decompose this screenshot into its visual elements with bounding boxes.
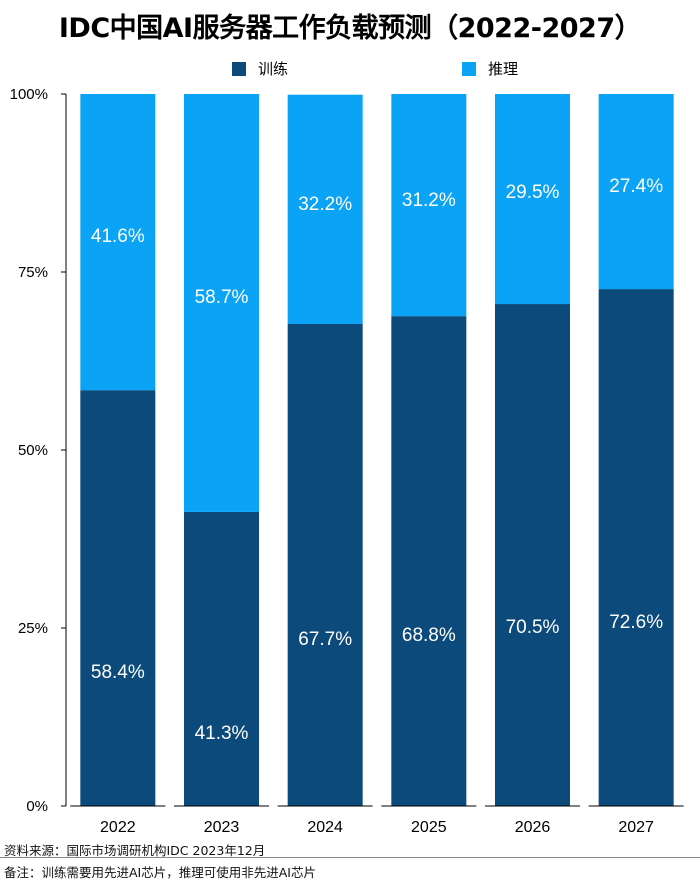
data-label-inference: 41.6% [91,226,145,247]
data-label-training: 68.8% [402,625,456,646]
bar-training-2022 [80,390,156,806]
bar-training-2024 [287,323,363,806]
remark-note: 备注：训练需要用先进AI芯片，推理可使用非先进AI芯片 [4,865,316,880]
stacked-bar-chart: 0% 25% 50% 75% 100% 2022 2023 2024 2025 2026 2027 5… [10,86,684,836]
bar-inference-2022 [80,94,156,391]
footnote-divider [0,857,700,858]
y-tick-label: 50% [18,442,48,459]
data-label-inference: 32.2% [298,194,352,215]
legend-swatch-inference [462,61,476,76]
bar-inference-2023 [184,94,259,512]
source-note: 资料来源：国际市场调研机构IDC 2023年12月 [4,843,266,858]
bar-training-2026 [495,304,570,806]
bar-inference-2024 [287,94,363,324]
data-label-inference: 29.5% [506,182,560,203]
x-tick-label: 2024 [307,819,343,836]
x-tick-label: 2025 [411,819,447,836]
bar-training-2023 [184,511,259,806]
data-label-training: 72.6% [609,612,663,633]
x-tick-label: 2027 [618,819,654,836]
y-tick-label: 25% [18,620,48,637]
legend: 训练 推理 [0,58,700,82]
bar-inference-2026 [495,94,570,305]
bar-training-2027 [598,289,674,806]
legend-swatch-training [232,61,246,76]
data-label-inference: 58.7% [195,287,249,308]
data-label-inference: 27.4% [609,176,663,197]
legend-item-inference: 推理 [462,58,518,79]
bar-training-2025 [391,316,467,806]
legend-label-training: 训练 [258,60,289,78]
x-tick-label: 2026 [515,819,551,836]
x-tick-label: 2022 [100,819,136,836]
x-tick-label: 2023 [204,819,240,836]
data-label-training: 41.3% [195,723,249,744]
data-label-training: 70.5% [506,617,560,638]
data-label-inference: 31.2% [402,190,456,211]
chart-title: IDC中国AI服务器工作负载预测（2022-2027） [58,13,642,44]
legend-label-inference: 推理 [488,60,519,78]
bar-inference-2025 [391,94,467,317]
y-tick-label: 100% [10,86,48,103]
bar-inference-2027 [598,94,674,290]
y-tick-label: 0% [26,798,48,815]
y-tick-label: 75% [18,264,48,281]
data-label-training: 67.7% [298,629,352,650]
data-label-training: 58.4% [91,662,145,683]
legend-item-training: 训练 [232,58,288,79]
